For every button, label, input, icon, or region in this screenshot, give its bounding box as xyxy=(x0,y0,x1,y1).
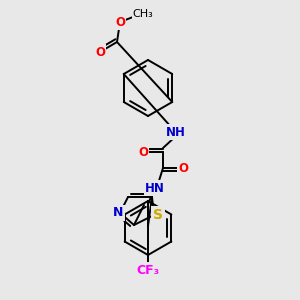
Text: CF₃: CF₃ xyxy=(136,263,160,277)
Text: O: O xyxy=(178,161,188,175)
Text: N: N xyxy=(113,206,123,220)
Text: NH: NH xyxy=(166,125,186,139)
Text: S: S xyxy=(153,208,163,222)
Text: HN: HN xyxy=(145,182,165,194)
Text: O: O xyxy=(138,146,148,158)
Text: O: O xyxy=(95,46,105,59)
Text: CH₃: CH₃ xyxy=(133,9,153,19)
Text: O: O xyxy=(115,16,125,28)
